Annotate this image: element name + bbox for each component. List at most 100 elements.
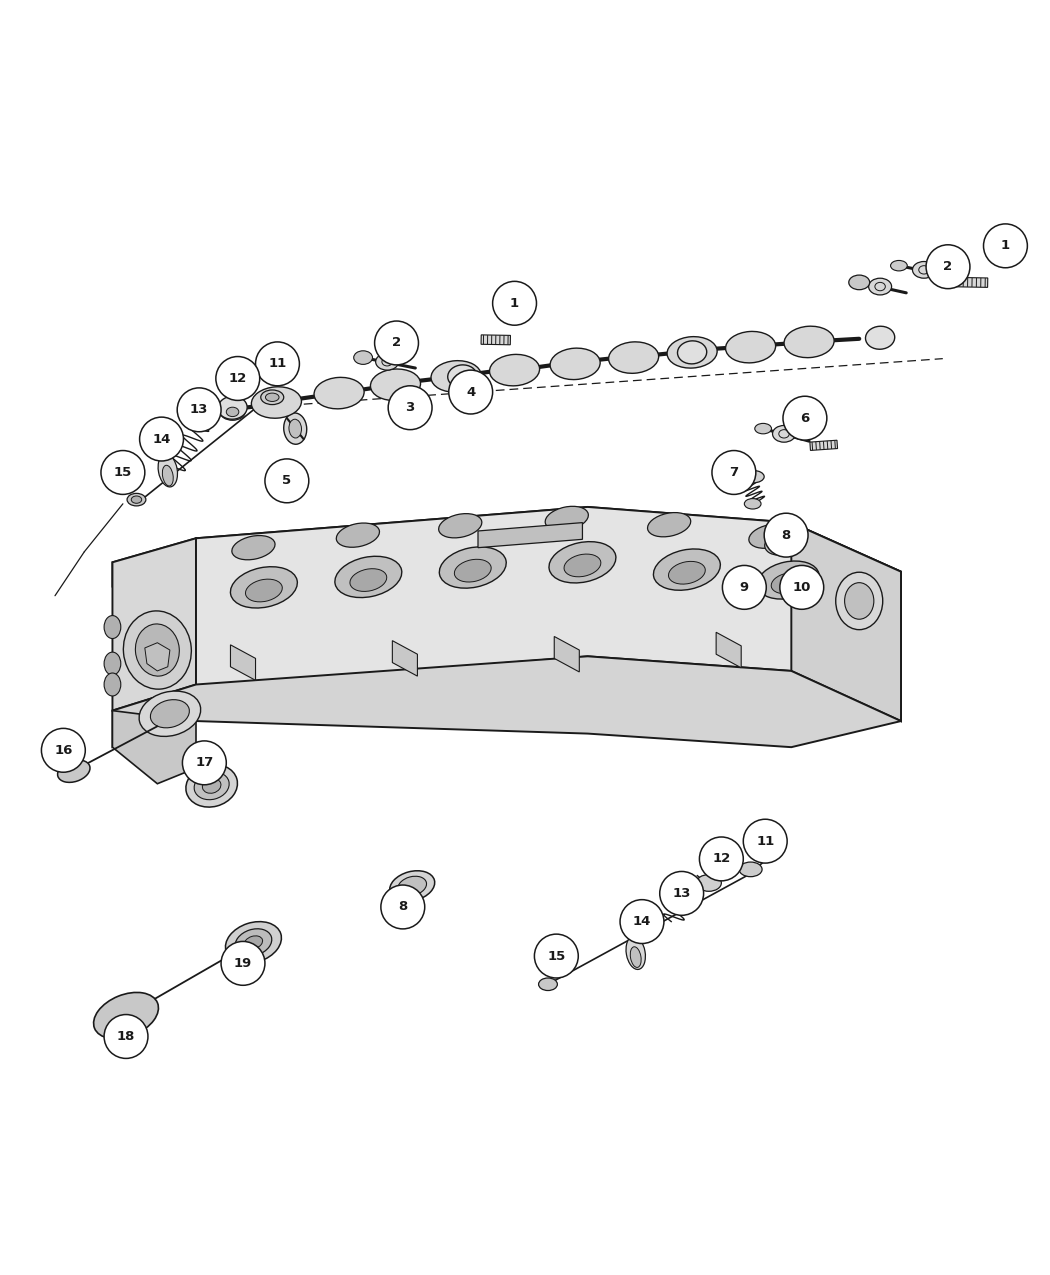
Ellipse shape	[104, 673, 121, 696]
Circle shape	[265, 459, 309, 502]
Text: 13: 13	[190, 403, 208, 417]
Text: 15: 15	[113, 465, 132, 479]
Ellipse shape	[104, 616, 121, 639]
Ellipse shape	[186, 765, 237, 807]
Ellipse shape	[218, 397, 247, 419]
Polygon shape	[112, 538, 196, 710]
Text: 12: 12	[229, 372, 247, 385]
Polygon shape	[716, 632, 741, 668]
Circle shape	[255, 342, 299, 386]
Ellipse shape	[226, 922, 281, 964]
Ellipse shape	[284, 413, 307, 444]
Ellipse shape	[844, 583, 874, 620]
Ellipse shape	[235, 928, 272, 956]
Ellipse shape	[550, 348, 601, 380]
Ellipse shape	[653, 550, 720, 590]
Circle shape	[621, 900, 664, 944]
Polygon shape	[792, 523, 901, 722]
Ellipse shape	[757, 561, 819, 599]
Ellipse shape	[609, 342, 658, 374]
Ellipse shape	[447, 365, 477, 388]
Ellipse shape	[771, 541, 785, 551]
Ellipse shape	[626, 936, 646, 969]
Ellipse shape	[868, 278, 891, 295]
Ellipse shape	[163, 465, 173, 486]
Text: 4: 4	[466, 385, 476, 399]
Ellipse shape	[335, 556, 402, 598]
Ellipse shape	[390, 871, 435, 901]
Text: 16: 16	[55, 743, 72, 757]
Ellipse shape	[227, 407, 238, 417]
Ellipse shape	[246, 579, 282, 602]
Polygon shape	[112, 657, 901, 747]
Text: 10: 10	[793, 581, 811, 594]
Text: 8: 8	[781, 529, 791, 542]
Ellipse shape	[376, 353, 399, 370]
Circle shape	[381, 885, 425, 929]
Ellipse shape	[489, 354, 540, 386]
Text: 9: 9	[740, 581, 749, 594]
Ellipse shape	[850, 277, 867, 288]
Polygon shape	[112, 507, 901, 595]
Circle shape	[183, 741, 227, 785]
Circle shape	[926, 245, 970, 288]
Circle shape	[375, 321, 419, 365]
Ellipse shape	[398, 876, 426, 896]
Ellipse shape	[741, 470, 764, 483]
Text: 13: 13	[672, 887, 691, 900]
Text: 14: 14	[633, 915, 651, 928]
Ellipse shape	[150, 700, 189, 728]
Ellipse shape	[739, 862, 762, 877]
Ellipse shape	[755, 423, 772, 434]
Ellipse shape	[232, 536, 275, 560]
Ellipse shape	[865, 326, 895, 349]
Polygon shape	[393, 640, 418, 676]
Ellipse shape	[135, 623, 180, 676]
Text: 2: 2	[392, 337, 401, 349]
Ellipse shape	[260, 390, 284, 404]
Text: 11: 11	[269, 357, 287, 370]
Ellipse shape	[432, 361, 481, 393]
Ellipse shape	[677, 340, 707, 363]
Ellipse shape	[230, 566, 297, 608]
Ellipse shape	[726, 332, 776, 363]
Ellipse shape	[371, 368, 420, 400]
Ellipse shape	[848, 275, 869, 289]
Circle shape	[984, 224, 1027, 268]
Ellipse shape	[159, 454, 177, 487]
Text: 12: 12	[712, 853, 731, 866]
Circle shape	[140, 417, 184, 462]
Polygon shape	[145, 643, 170, 671]
Ellipse shape	[314, 377, 364, 409]
Text: 15: 15	[547, 950, 566, 963]
Circle shape	[722, 565, 766, 609]
Ellipse shape	[669, 561, 706, 584]
Ellipse shape	[784, 326, 834, 358]
Circle shape	[101, 450, 145, 495]
Circle shape	[534, 935, 579, 978]
Text: 19: 19	[234, 956, 252, 970]
Ellipse shape	[355, 352, 372, 363]
Ellipse shape	[220, 404, 245, 421]
Polygon shape	[554, 636, 580, 672]
Ellipse shape	[251, 386, 301, 418]
Text: 18: 18	[117, 1030, 135, 1043]
Text: 17: 17	[195, 756, 213, 769]
Ellipse shape	[127, 493, 146, 506]
Polygon shape	[230, 645, 255, 681]
Ellipse shape	[771, 572, 805, 594]
Text: 3: 3	[405, 402, 415, 414]
Ellipse shape	[245, 936, 262, 949]
Ellipse shape	[336, 523, 379, 547]
Circle shape	[492, 282, 537, 325]
Ellipse shape	[266, 393, 279, 402]
Text: 8: 8	[398, 900, 407, 913]
Polygon shape	[810, 440, 838, 450]
Ellipse shape	[455, 560, 491, 581]
Polygon shape	[478, 523, 583, 548]
Ellipse shape	[439, 514, 482, 538]
Circle shape	[177, 388, 222, 432]
Polygon shape	[481, 335, 510, 344]
Ellipse shape	[139, 691, 201, 737]
Ellipse shape	[549, 542, 616, 583]
